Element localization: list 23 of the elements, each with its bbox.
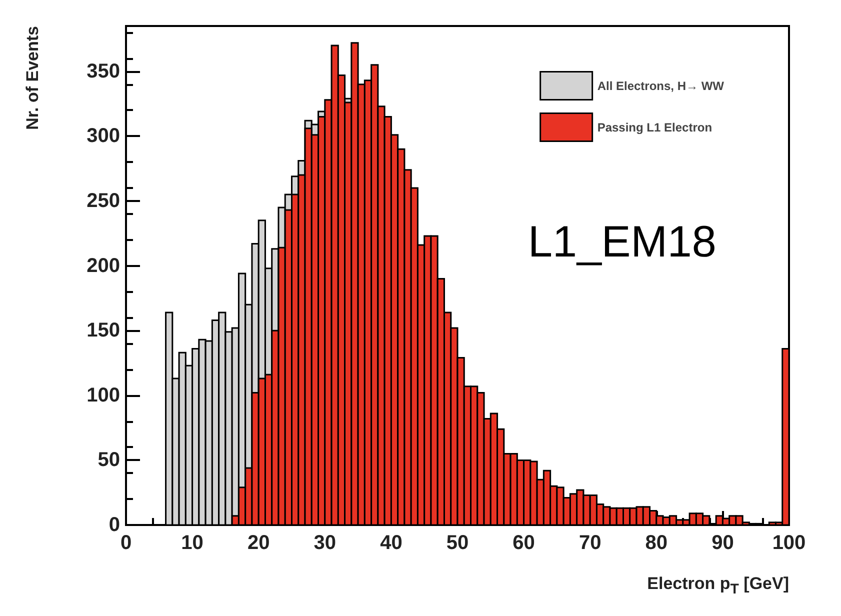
y-tick-label: 350 — [86, 60, 120, 82]
x-tick-label: 100 — [772, 532, 806, 554]
x-tick-label: 50 — [446, 532, 469, 554]
legend-label: Passing L1 Electron — [597, 120, 712, 134]
x-tick-label: 30 — [314, 532, 336, 554]
x-axis-title: Electron p$_{T}$ [GeV] — [647, 574, 789, 600]
x-tick-label: 40 — [380, 532, 402, 554]
y-axis-title: Nr. of Events — [23, 26, 42, 130]
y-tick-label: 150 — [86, 320, 120, 342]
x-tick-label: 10 — [181, 532, 204, 554]
legend-label: All Electrons, H→ WW — [597, 78, 725, 93]
y-tick-label: 250 — [86, 190, 120, 212]
x-tick-label: 70 — [578, 532, 602, 554]
x-tick-label: 80 — [645, 532, 668, 554]
y-tick-label: 100 — [86, 384, 120, 406]
x-tick-label: 20 — [247, 532, 270, 554]
y-tick-label: 300 — [86, 125, 120, 148]
y-tick-label: 50 — [98, 449, 120, 472]
y-tick-label: 200 — [86, 254, 120, 277]
y-tick-label: 0 — [108, 514, 120, 536]
x-tick-label: 90 — [712, 532, 734, 554]
annotation: L1_EM18 — [528, 218, 716, 266]
x-tick-label: 60 — [512, 532, 535, 554]
